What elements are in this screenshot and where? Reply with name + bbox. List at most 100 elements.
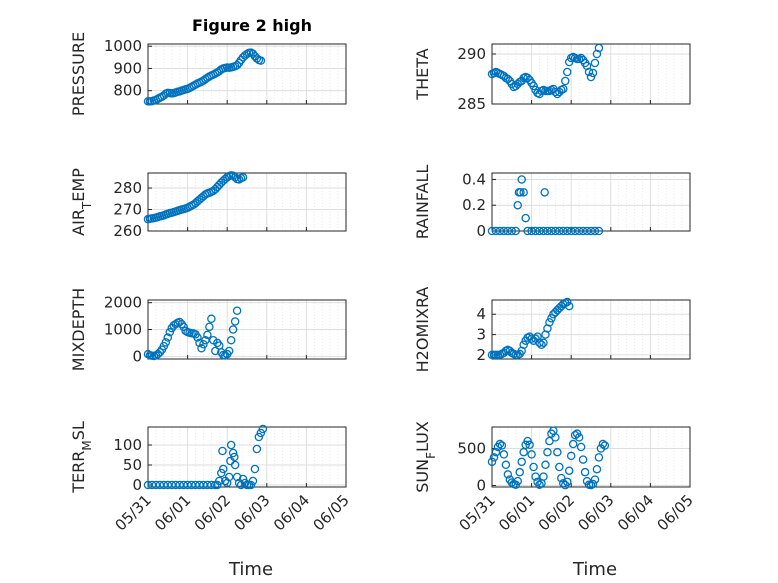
data-point [501, 460, 511, 470]
y-axis-label: H2OMIXRA [413, 287, 432, 373]
data-point [564, 466, 574, 475]
data-point [236, 480, 246, 490]
y-tick-label: 0.4 [462, 170, 486, 188]
panel-theta: 285 290 THETA [413, 43, 691, 113]
data-point [540, 188, 549, 197]
x-tick-label: 06/02 [191, 491, 234, 534]
data-point [559, 479, 568, 488]
y-axis-label: MIXDEPTH [69, 288, 88, 371]
data-point [578, 226, 588, 236]
data-point [525, 440, 534, 450]
x-tick-label: 06/04 [614, 491, 657, 534]
data-point [183, 480, 192, 490]
data-point [564, 301, 574, 311]
data-point [586, 72, 596, 82]
data-point [529, 81, 538, 91]
data-point [515, 467, 524, 477]
data-point [155, 480, 165, 490]
data-point [584, 67, 594, 77]
data-point [570, 226, 580, 236]
data-point [199, 480, 208, 490]
y-axis-label: AIRTEMP [69, 168, 94, 236]
data-point [487, 226, 497, 236]
data-point [562, 67, 572, 77]
data-point [250, 464, 260, 474]
data-point [191, 480, 200, 490]
data-point [491, 226, 501, 236]
data-point [588, 68, 598, 78]
data-point [256, 56, 266, 65]
data-point [555, 226, 564, 236]
data-point [187, 480, 196, 490]
data-point [248, 476, 258, 486]
data-point [527, 334, 536, 343]
data-point [539, 338, 548, 347]
y-tick-label: 285 [457, 95, 486, 113]
data-point [232, 306, 242, 315]
x-tick-label: 06/05 [310, 491, 353, 534]
data-point [574, 433, 584, 442]
data-point [224, 472, 234, 482]
data-point [531, 226, 540, 236]
x-tick-label: 05/31 [456, 491, 499, 534]
data-point [499, 226, 509, 236]
data-point [586, 226, 596, 236]
data-point [557, 473, 566, 483]
data-point [218, 446, 227, 456]
data-point [535, 338, 544, 347]
data-point [497, 441, 507, 450]
data-point [555, 462, 564, 472]
data-point [543, 447, 552, 457]
y-axis-label: THETA [413, 48, 432, 100]
x-tick-label: 06/04 [270, 491, 313, 534]
data-point [207, 480, 216, 490]
data-point [547, 226, 556, 236]
y-tick-label: 0 [132, 347, 142, 365]
y-tick-label: 1000 [104, 321, 142, 339]
data-point [545, 318, 554, 327]
data-point [228, 448, 238, 458]
data-point [562, 477, 572, 487]
data-point [213, 480, 222, 490]
data-point [551, 226, 560, 236]
data-point [499, 450, 509, 459]
data-point [228, 325, 238, 334]
data-point [230, 317, 240, 326]
data-point [566, 451, 576, 461]
data-point [519, 188, 528, 197]
panel-terrmsl: 0 50 100 TERRMSL [69, 421, 347, 494]
panel-rainfall: 0 0.2 0.4 RAINFALL [413, 165, 691, 240]
data-point [226, 440, 236, 450]
data-point [590, 58, 600, 68]
data-point [201, 335, 210, 345]
y-axis-label: RAINFALL [413, 165, 432, 240]
data-point [487, 457, 497, 467]
data-point [159, 480, 169, 490]
data-point [151, 480, 161, 490]
data-point [590, 226, 600, 236]
data-point [197, 344, 206, 353]
data-point [256, 428, 266, 438]
y-tick-label: 0 [476, 477, 486, 495]
data-point [527, 450, 536, 459]
data-point [598, 439, 608, 449]
x-tick-label: 06/01 [151, 491, 194, 534]
data-point [535, 226, 544, 236]
data-point [503, 226, 513, 236]
data-point [517, 175, 526, 184]
data-point [535, 480, 544, 490]
data-point [163, 333, 173, 342]
data-point [600, 441, 610, 450]
y-tick-label: 0 [132, 476, 142, 494]
data-point [215, 476, 224, 486]
data-point [203, 480, 212, 490]
data-point [211, 346, 220, 356]
data-point [224, 346, 234, 356]
data-point [240, 478, 250, 488]
data-point [179, 480, 188, 490]
data-point [205, 322, 214, 332]
data-point [513, 200, 522, 210]
data-point [594, 43, 604, 53]
panel-mixdepth: 0 1000 2000 MIXDEPTH [69, 288, 347, 371]
